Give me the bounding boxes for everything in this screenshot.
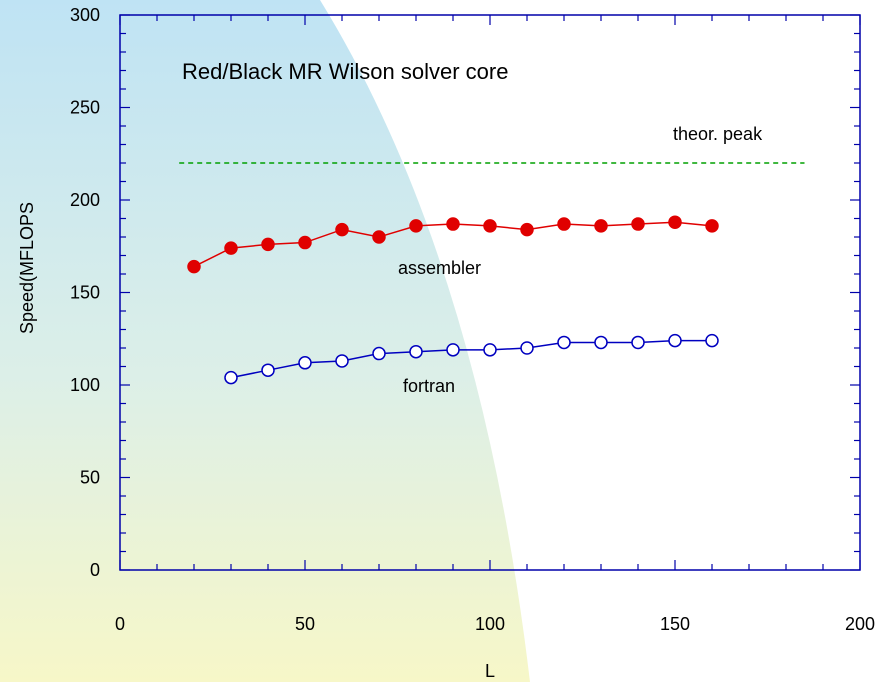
y-tick-labels: 0 50 100 150 200 250 300 xyxy=(70,5,100,580)
fortran-point xyxy=(631,335,645,350)
assembler-label: assembler xyxy=(398,258,481,278)
assembler-point xyxy=(668,215,682,229)
theoretical-peak-line: theor. peak xyxy=(179,124,805,164)
assembler-point xyxy=(705,219,719,233)
fortran-point xyxy=(668,333,682,348)
x-tick-labels: 0 50 100 150 200 xyxy=(115,614,875,634)
x-tick-label: 0 xyxy=(115,614,125,634)
plot-frame xyxy=(119,14,861,571)
assembler-point xyxy=(372,230,386,244)
assembler-point xyxy=(446,217,460,231)
fortran-point xyxy=(520,341,534,355)
assembler-point xyxy=(409,219,423,233)
y-tick-label: 50 xyxy=(80,468,100,488)
assembler-point xyxy=(520,222,534,237)
assembler-point xyxy=(483,219,497,233)
x-tick-label: 150 xyxy=(660,614,690,634)
fortran-point xyxy=(298,356,312,370)
series-assembler: assembler xyxy=(187,215,719,278)
y-tick-label: 0 xyxy=(90,560,100,580)
series-fortran: fortran xyxy=(224,333,719,396)
fortran-point xyxy=(594,335,608,350)
x-tick-label: 100 xyxy=(475,614,505,634)
assembler-point xyxy=(261,237,275,252)
fortran-point xyxy=(705,333,719,348)
fortran-point xyxy=(261,363,275,377)
assembler-point xyxy=(298,235,312,250)
y-tick-label: 200 xyxy=(70,190,100,210)
assembler-point xyxy=(594,219,608,233)
data-series: assembler fortran xyxy=(187,215,719,396)
assembler-point xyxy=(187,259,201,274)
y-tick-label: 250 xyxy=(70,98,100,118)
plot-axes xyxy=(119,14,861,571)
fortran-point xyxy=(557,335,571,350)
assembler-point xyxy=(557,217,571,231)
theoretical-peak-label: theor. peak xyxy=(673,124,763,144)
fortran-point xyxy=(446,343,460,357)
tick-marks xyxy=(119,14,861,571)
fortran-point xyxy=(483,343,497,357)
chart-title: Red/Black MR Wilson solver core xyxy=(182,59,508,84)
fortran-point xyxy=(409,344,423,359)
fortran-point xyxy=(372,346,386,361)
assembler-point xyxy=(631,217,645,231)
fortran-label: fortran xyxy=(403,376,455,396)
x-axis-label: L xyxy=(485,661,495,681)
x-tick-label: 200 xyxy=(845,614,875,634)
assembler-point xyxy=(335,222,349,237)
x-tick-label: 50 xyxy=(295,614,315,634)
y-axis-label: Speed(MFLOPS xyxy=(17,202,37,334)
y-tick-label: 100 xyxy=(70,375,100,395)
fortran-point xyxy=(335,354,349,368)
y-tick-label: 300 xyxy=(70,5,100,25)
fortran-point xyxy=(224,370,238,385)
y-tick-label: 150 xyxy=(70,283,100,303)
assembler-point xyxy=(224,241,238,255)
